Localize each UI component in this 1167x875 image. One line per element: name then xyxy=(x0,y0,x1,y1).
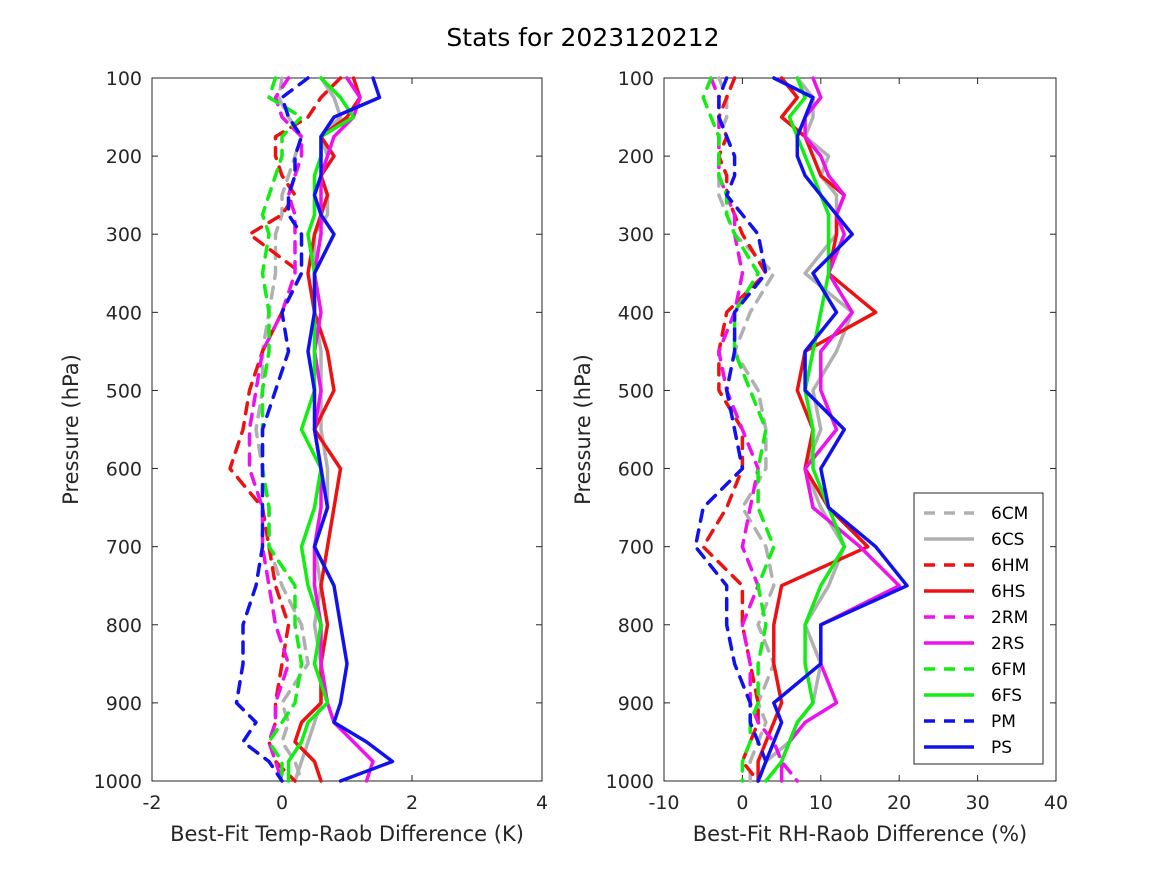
temp-series-ps-line xyxy=(306,76,395,783)
temp-ytick-label: 400 xyxy=(106,302,142,324)
temp-ytick-label: 1000 xyxy=(94,771,142,793)
rh-xtick-label: 0 xyxy=(736,792,748,814)
rh-xtick-label: -10 xyxy=(648,792,679,814)
temp-series-6hs-line xyxy=(293,76,362,783)
rh-ytick-label: 600 xyxy=(618,459,654,481)
rh-ylabel: Pressure (hPa) xyxy=(571,354,595,505)
figure-title: Stats for 2023120212 xyxy=(446,23,719,52)
temp-xtick-label: 4 xyxy=(536,792,548,814)
temp-xtick-label: 2 xyxy=(406,792,418,814)
rh-series-ps-line xyxy=(756,76,909,783)
legend-label-6cs: 6CS xyxy=(991,530,1024,550)
legend-label-6hm: 6HM xyxy=(991,556,1029,576)
rh-ytick-label: 1000 xyxy=(606,771,654,793)
rh-series-6fm-line xyxy=(701,76,776,783)
rh-xtick-label: 40 xyxy=(1044,792,1068,814)
legend-label-2rs: 2RS xyxy=(991,634,1024,654)
temp-xlabel: Best-Fit Temp-Raob Difference (K) xyxy=(170,822,524,846)
rh-series-2rs-line xyxy=(779,76,901,783)
temp-xtick-label: -2 xyxy=(143,792,162,814)
temp-ylabel: Pressure (hPa) xyxy=(59,354,83,505)
temp-ytick-label: 100 xyxy=(106,68,142,90)
rh-xlabel: Best-Fit RH-Raob Difference (%) xyxy=(693,822,1027,846)
temp-xtick-label: 0 xyxy=(276,792,288,814)
rh-xtick-label: 30 xyxy=(966,792,990,814)
temp-series-pm-line xyxy=(234,76,310,783)
rh-ytick-label: 500 xyxy=(618,380,654,402)
temp-ytick-label: 900 xyxy=(106,693,142,715)
temp-panel: -2 0 2 4 100 200 300 400 500 600 700 800 900 1000 Best… xyxy=(59,68,548,846)
legend-label-ps: PS xyxy=(991,738,1012,758)
temp-ytick-label: 300 xyxy=(106,224,142,246)
rh-series-pm-line xyxy=(693,76,768,783)
rh-ytick-label: 400 xyxy=(618,302,654,324)
rh-ytick-label: 300 xyxy=(618,224,654,246)
temp-series-6fm-line xyxy=(260,76,304,783)
legend-label-6hs: 6HS xyxy=(991,582,1025,602)
legend: 6CM 6CS 6HM 6HS 2RM 2RS 6FM 6FS PM PS xyxy=(913,492,1044,765)
rh-xtick-label: 20 xyxy=(887,792,911,814)
legend-label-6fm: 6FM xyxy=(991,660,1026,680)
temp-series-2rm-line xyxy=(247,76,304,783)
legend-label-6cm: 6CM xyxy=(991,504,1028,524)
legend-label-pm: PM xyxy=(991,712,1016,732)
rh-ytick-label: 200 xyxy=(618,146,654,168)
temp-ytick-label: 800 xyxy=(106,615,142,637)
rh-series-6hs-line xyxy=(756,76,878,783)
rh-ytick-label: 800 xyxy=(618,615,654,637)
rh-panel: -10 0 10 20 30 40 100 200 300 400 500 600 700 800 900 1… xyxy=(571,68,1068,846)
temp-ytick-label: 200 xyxy=(106,146,142,168)
temp-ytick-label: 700 xyxy=(106,537,142,559)
temp-ytick-label: 600 xyxy=(106,459,142,481)
legend-label-2rm: 2RM xyxy=(991,608,1028,628)
temp-ytick-label: 500 xyxy=(106,380,142,402)
rh-ytick-label: 700 xyxy=(618,537,654,559)
temp-axes-box xyxy=(151,77,543,782)
rh-ytick-label: 100 xyxy=(618,68,654,90)
rh-ytick-label: 900 xyxy=(618,693,654,715)
rh-xtick-label: 10 xyxy=(809,792,833,814)
temp-series-6hm-line xyxy=(228,76,343,783)
legend-label-6fs: 6FS xyxy=(991,686,1022,706)
